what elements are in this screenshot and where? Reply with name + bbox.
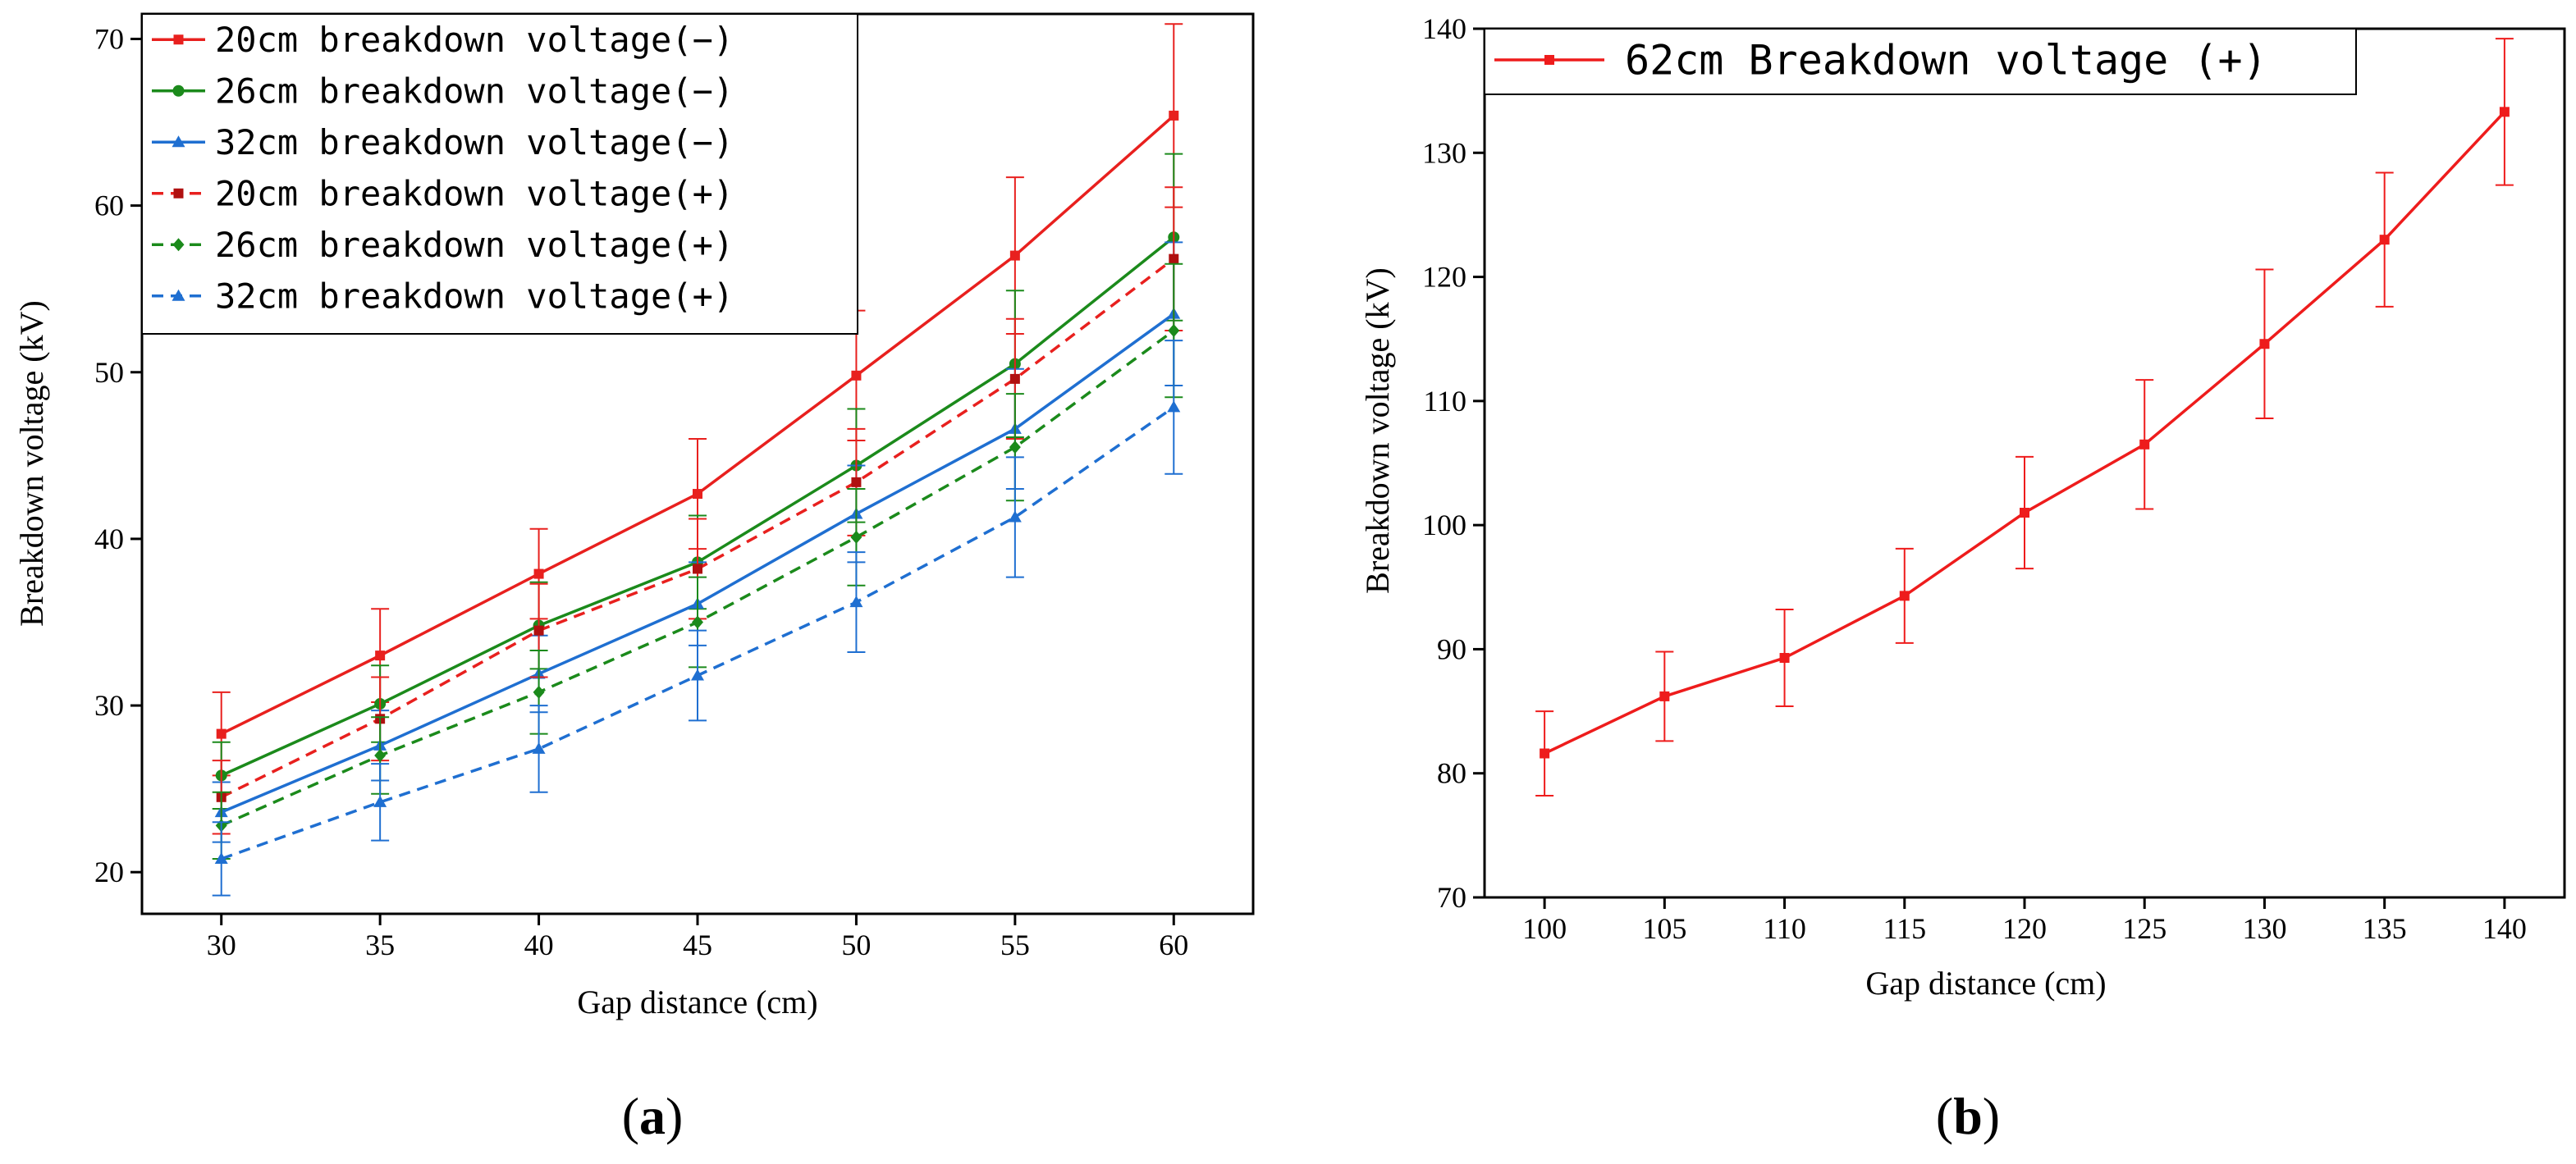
data-point (692, 615, 703, 629)
chart-a-legend-marker (172, 135, 185, 148)
chart-b-x-tick-label: 110 (1763, 912, 1806, 945)
chart-b-x-tick-label: 125 (2122, 912, 2166, 945)
data-point (2139, 439, 2150, 450)
chart-b-plot-area: 100 105 110 115 120 125 130 135 140 70 80 90 100 110 1… (1422, 12, 2566, 945)
data-point (533, 685, 545, 699)
chart-b-legend: 62cm Breakdown voltage (+) (1484, 28, 2357, 95)
chart-b: 100 105 110 115 120 125 130 135 140 70 80 90 100 110 1… (1359, 12, 2566, 1145)
chart-a-x-tick-label: 40 (524, 929, 554, 961)
chart-a-y-axis-title: Breakdown voltage (kV) (13, 300, 50, 627)
chart-b-x-tick-label: 120 (2002, 912, 2047, 945)
data-point (533, 625, 544, 636)
series-line (1544, 111, 2506, 755)
data-point (1009, 250, 1020, 261)
data-point (533, 568, 544, 579)
chart-b-y-tick-label: 130 (1422, 136, 1466, 169)
data-point (1779, 653, 1790, 664)
data-point (1169, 110, 1179, 121)
chart-b-x-tick-label: 100 (1522, 912, 1567, 945)
chart-a-legend-marker (173, 188, 184, 199)
data-point (851, 477, 862, 487)
data-point (214, 851, 228, 864)
chart-a-legend-label: 26cm breakdown voltage(−) (215, 71, 734, 111)
data-point (216, 728, 226, 739)
chart-a-legend-marker (172, 238, 185, 252)
chart-b-x-tick-label: 115 (1883, 912, 1926, 945)
data-point (2020, 508, 2029, 518)
chart-b-y-tick-label: 120 (1422, 261, 1466, 294)
chart-b-x-tick-label: 130 (2242, 912, 2286, 945)
chart-a-legend-label: 26cm breakdown voltage(+) (215, 225, 734, 265)
chart-b-x-tick-label: 105 (1642, 912, 1686, 945)
chart-b-legend-marker (1544, 55, 1554, 65)
chart-b-y-tick-label: 110 (1423, 385, 1466, 418)
chart-a-legend: 20cm breakdown voltage(−) 26cm breakdown … (141, 13, 858, 335)
chart-a-x-tick-label: 35 (365, 929, 395, 961)
data-point (1540, 748, 1550, 759)
data-point (1167, 400, 1181, 413)
panel-letter-b: b (1953, 1087, 1983, 1145)
chart-a-series-1 (212, 23, 1183, 777)
data-point (1169, 253, 1179, 264)
data-point (1009, 373, 1020, 384)
data-point (2379, 235, 2390, 245)
panel-label-b: (b) (1936, 1087, 2000, 1145)
chart-b-y-axis-title: Breakdown voltage (kV) (1359, 267, 1396, 594)
chart-b-y-tick-label: 140 (1422, 12, 1466, 45)
data-point (2259, 339, 2270, 349)
data-point (375, 650, 386, 661)
chart-b-series-1 (1535, 38, 2514, 797)
chart-a-y-tick-label: 30 (94, 689, 124, 722)
data-point (691, 669, 704, 681)
chart-a-legend-label: 32cm breakdown voltage(+) (215, 276, 734, 316)
chart-a-x-axis-title: Gap distance (cm) (577, 984, 817, 1020)
data-point (850, 530, 862, 544)
chart-a-legend-box (141, 13, 858, 335)
chart-a-series-6 (212, 340, 1183, 897)
data-point (532, 742, 546, 754)
chart-b-y-tick-label: 80 (1437, 757, 1466, 790)
chart-a: 30 35 40 45 50 55 60 20 30 40 50 60 70 Gap distance … (13, 12, 1255, 1145)
chart-a-legend-label: 20cm breakdown voltage(−) (215, 20, 734, 60)
chart-a-legend-marker (173, 34, 184, 45)
data-point (693, 489, 702, 500)
chart-b-y-tick-label: 100 (1422, 509, 1466, 541)
chart-b-legend-label: 62cm Breakdown voltage (+) (1625, 37, 2267, 84)
data-point (2499, 107, 2510, 117)
chart-b-x-tick-label: 135 (2363, 912, 2407, 945)
data-point (373, 795, 387, 807)
data-point (1009, 440, 1021, 454)
chart-a-legend-marker (172, 289, 185, 301)
chart-b-y-tick-label: 70 (1437, 881, 1466, 914)
chart-b-y-tick-label: 90 (1437, 632, 1466, 665)
chart-a-y-tick-label: 40 (94, 523, 124, 555)
chart-a-plot-area: 30 35 40 45 50 55 60 20 30 40 50 60 70 (94, 12, 1255, 961)
chart-a-x-tick-label: 45 (683, 929, 712, 961)
chart-a-x-tick-label: 60 (1159, 929, 1188, 961)
data-point (1899, 591, 1910, 601)
data-point (851, 370, 862, 381)
chart-a-x-tick-label: 30 (207, 929, 236, 961)
chart-a-legend-label: 20cm breakdown voltage(+) (215, 173, 734, 213)
chart-a-y-tick-label: 20 (94, 856, 124, 888)
data-point (1659, 691, 1670, 701)
chart-a-y-tick-label: 60 (94, 189, 124, 222)
panel-letter-a: a (639, 1087, 666, 1145)
panel-label-a: (a) (622, 1087, 684, 1145)
chart-a-x-tick-label: 50 (841, 929, 871, 961)
data-point (1008, 510, 1022, 523)
chart-b-x-tick-label: 140 (2482, 912, 2527, 945)
chart-b-legend-box (1484, 28, 2357, 95)
chart-a-y-tick-label: 70 (94, 22, 124, 55)
chart-a-legend-marker (172, 84, 185, 97)
data-point (849, 596, 863, 608)
data-point (1168, 323, 1180, 337)
data-point (374, 749, 387, 763)
chart-a-y-tick-label: 50 (94, 356, 124, 389)
chart-a-legend-label: 32cm breakdown voltage(−) (215, 122, 734, 162)
chart-a-x-tick-label: 55 (1000, 929, 1030, 961)
chart-b-x-axis-title: Gap distance (cm) (1865, 965, 2106, 1002)
data-point (693, 564, 702, 574)
